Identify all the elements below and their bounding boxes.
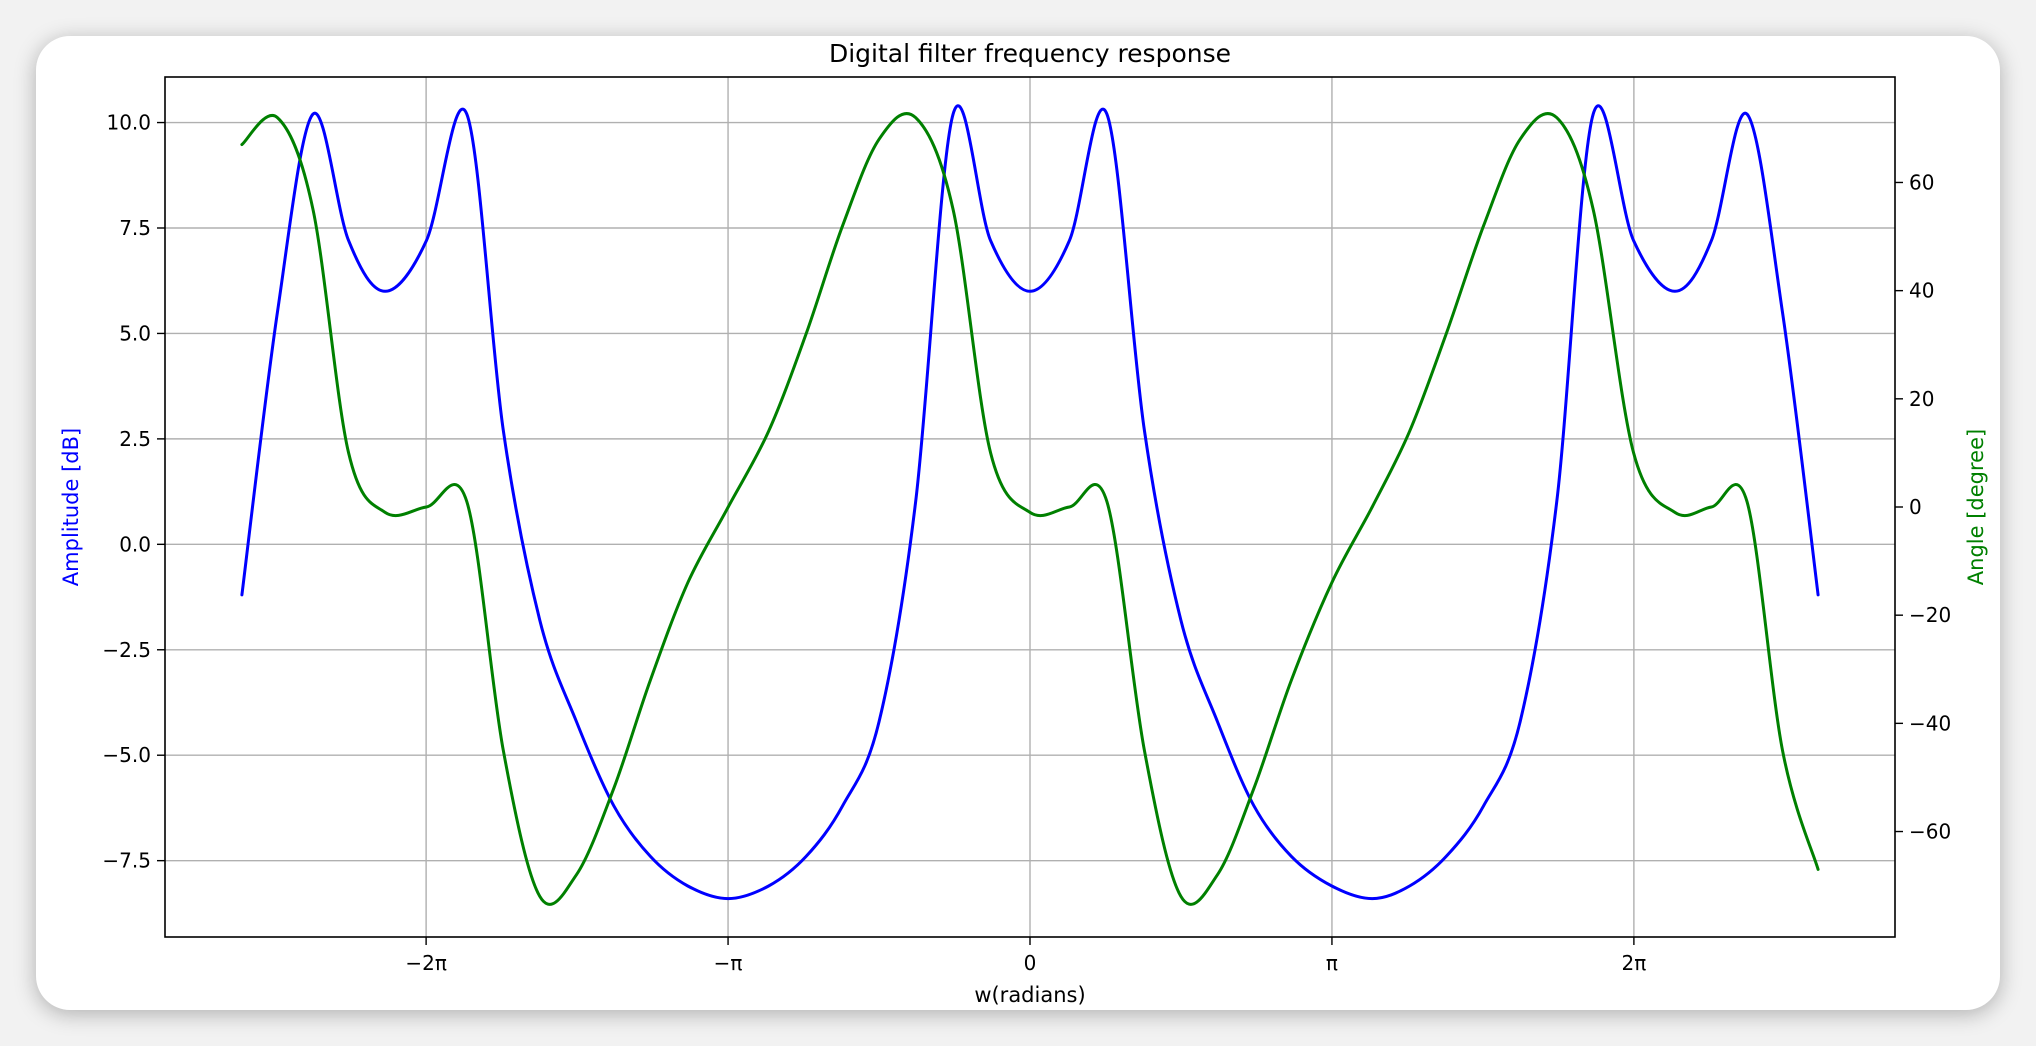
right-y-tick-label: −20 — [1909, 603, 1951, 627]
angle-series-line — [240, 111, 1820, 906]
left-y-tick-label: 7.5 — [119, 216, 151, 240]
right-y-tick-label: −60 — [1909, 820, 1951, 844]
left-y-tick-label: −2.5 — [102, 638, 151, 662]
left-y-tick-label: 10.0 — [106, 111, 151, 135]
right-y-tick-label: 0 — [1909, 495, 1922, 519]
x-tick-label: −2π — [405, 951, 447, 975]
right-y-tick-label: 60 — [1909, 170, 1934, 194]
x-tick-label: π — [1326, 951, 1338, 975]
x-tick-label: 0 — [1024, 951, 1037, 975]
left-y-tick-label: 0.0 — [119, 532, 151, 556]
left-y-tick-label: 2.5 — [119, 427, 151, 451]
left-y-tick-label: −5.0 — [102, 743, 151, 767]
left-y-tick-label: −7.5 — [102, 849, 151, 873]
x-tick-label: 2π — [1622, 951, 1647, 975]
left-y-tick-label: 5.0 — [119, 321, 151, 345]
figure-window — [36, 36, 2000, 1010]
ticks: −2π −π 0 π 2π 10.0 7.5 5.0 2.5 0.0 −2.5 −5.0 −7.5 60 4… — [102, 111, 1951, 975]
chart-title: Digital filter frequency response — [829, 39, 1231, 68]
x-axis-title: w(radians) — [974, 983, 1085, 1007]
right-y-tick-label: 40 — [1909, 279, 1934, 303]
left-y-axis-title: Amplitude [dB] — [59, 428, 83, 586]
right-y-tick-label: 20 — [1909, 387, 1934, 411]
right-y-axis-title: Angle [degree] — [1964, 429, 1988, 585]
series-lines — [240, 104, 1820, 906]
grid-lines — [165, 77, 1895, 937]
right-y-tick-label: −40 — [1909, 711, 1951, 735]
x-tick-label: −π — [714, 951, 743, 975]
amplitude-series-line — [240, 104, 1820, 901]
